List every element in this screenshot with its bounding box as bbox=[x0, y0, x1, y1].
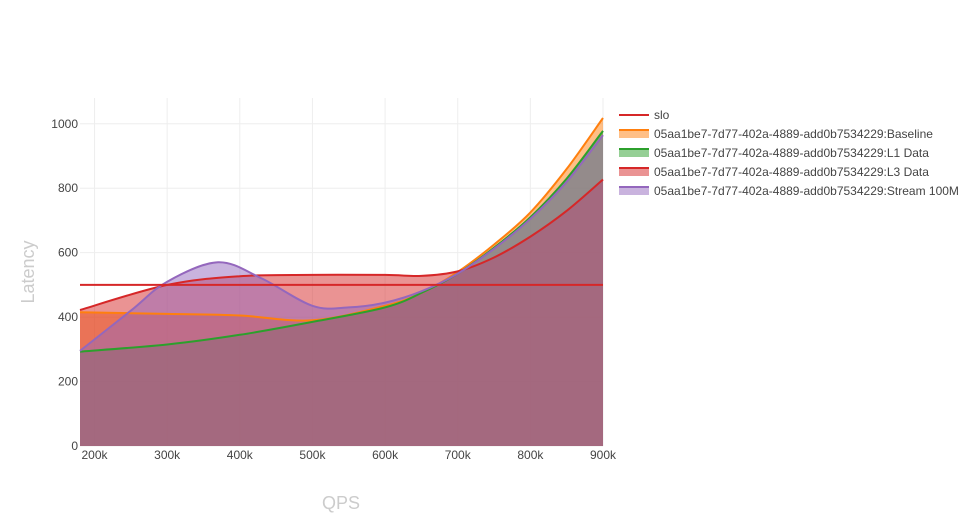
y-tick-label: 800 bbox=[58, 181, 78, 195]
series-area-stream-100m bbox=[80, 135, 603, 446]
y-axis-title: Latency bbox=[18, 240, 38, 303]
series-lines bbox=[79, 117, 604, 353]
axis-ticks: 200k 300k 400k 500k 600k 700k 800k 900k 0 200 400 6… bbox=[51, 117, 617, 462]
legend-label: 05aa1be7-7d77-402a-4889-add0b7534229:Bas… bbox=[654, 127, 933, 141]
legend-label: 05aa1be7-7d77-402a-4889-add0b7534229:Str… bbox=[654, 184, 959, 198]
legend-item-baseline[interactable]: 05aa1be7-7d77-402a-4889-add0b7534229:Bas… bbox=[619, 127, 933, 141]
legend-label: 05aa1be7-7d77-402a-4889-add0b7534229:L1 … bbox=[654, 146, 929, 160]
x-tick-label: 900k bbox=[590, 448, 617, 462]
legend-swatch-fill bbox=[619, 149, 649, 157]
series-areas bbox=[80, 118, 603, 446]
x-tick-label: 500k bbox=[299, 448, 326, 462]
x-tick-label: 600k bbox=[372, 448, 399, 462]
x-tick-label: 300k bbox=[154, 448, 181, 462]
x-tick-label: 400k bbox=[227, 448, 254, 462]
x-tick-label: 800k bbox=[517, 448, 544, 462]
series-line-l1-data bbox=[79, 130, 604, 353]
y-tick-label: 1000 bbox=[51, 117, 78, 131]
x-axis-title: QPS bbox=[322, 493, 360, 513]
legend[interactable]: slo 05aa1be7-7d77-402a-4889-add0b7534229:… bbox=[619, 108, 959, 198]
x-tick-label: 200k bbox=[82, 448, 109, 462]
y-tick-label: 0 bbox=[71, 439, 78, 453]
series-line-stream-100m bbox=[79, 134, 604, 352]
legend-swatch-fill bbox=[619, 168, 649, 176]
legend-item-l1-data[interactable]: 05aa1be7-7d77-402a-4889-add0b7534229:L1 … bbox=[619, 146, 929, 160]
legend-item-l3-data[interactable]: 05aa1be7-7d77-402a-4889-add0b7534229:L3 … bbox=[619, 165, 929, 179]
legend-label: slo bbox=[654, 108, 670, 122]
y-tick-label: 200 bbox=[58, 375, 78, 389]
x-tick-label: 700k bbox=[445, 448, 472, 462]
y-tick-label: 400 bbox=[58, 310, 78, 324]
y-tick-label: 600 bbox=[58, 246, 78, 260]
legend-item-slo[interactable]: slo bbox=[619, 108, 670, 122]
legend-swatch-fill bbox=[619, 187, 649, 195]
legend-label: 05aa1be7-7d77-402a-4889-add0b7534229:L3 … bbox=[654, 165, 929, 179]
series-line-l3-data bbox=[79, 178, 604, 311]
legend-swatch-fill bbox=[619, 130, 649, 138]
legend-item-stream-100m[interactable]: 05aa1be7-7d77-402a-4889-add0b7534229:Str… bbox=[619, 184, 959, 198]
